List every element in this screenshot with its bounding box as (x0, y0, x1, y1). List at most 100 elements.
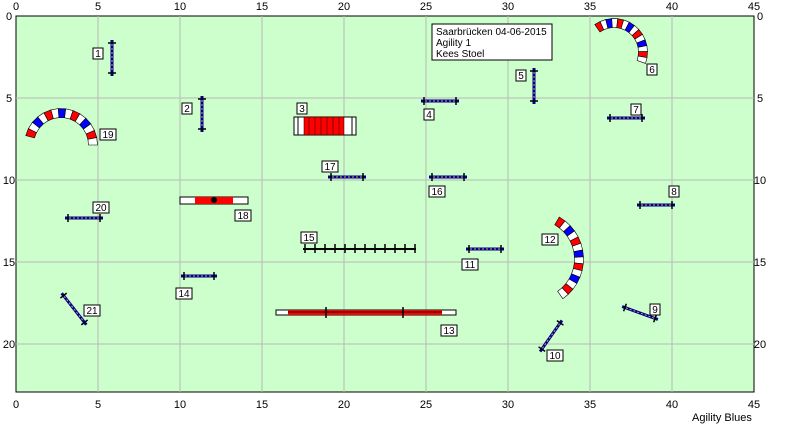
x-tick-label-bottom: 0 (13, 399, 19, 411)
obstacle-number-label: 11 (461, 258, 479, 271)
info-line-venue: Saarbrücken 04-06-2015 (436, 27, 547, 38)
jump-obstacle-10 (538, 319, 564, 353)
obstacle-number-label: 14 (175, 287, 193, 300)
jump-bar-stripe (541, 323, 561, 349)
obstacle-number-box (428, 185, 446, 198)
tunnel-obstacle-6 (594, 18, 648, 64)
jump-obstacle-7 (607, 114, 645, 122)
jump-wing (622, 303, 628, 312)
y-tick-label-right: 15 (754, 257, 766, 269)
obstacle-number-text: 8 (671, 187, 677, 198)
jump-obstacle-9 (621, 303, 659, 323)
obstacle-number-box (92, 47, 104, 60)
dogwalk-obstacle-13 (275, 307, 457, 318)
jump-wing (80, 319, 89, 326)
tunnel-segment (636, 55, 648, 64)
weave-obstacle-15 (303, 244, 416, 253)
jump-obstacle-16 (429, 173, 467, 181)
obstacle-number-label: 16 (428, 185, 446, 198)
jump-obstacle-17 (328, 173, 366, 181)
obstacle-number-box (321, 160, 339, 173)
obstacles-layer (25, 18, 675, 353)
obstacle-number-box (296, 102, 308, 115)
obstacle-number-label: 12 (541, 233, 559, 246)
jump-obstacle-2 (198, 96, 206, 132)
obstacle-number-text: 9 (652, 305, 658, 316)
obstacle-number-box (99, 128, 117, 141)
jump-bar-stripe (625, 307, 655, 319)
obstacle-number-label: 17 (321, 160, 339, 173)
obstacle-number-box (461, 258, 479, 271)
obstacle-number-text: 17 (324, 162, 336, 173)
obstacle-number-label: 21 (83, 304, 101, 317)
obstacle-number-label: 2 (181, 102, 193, 115)
obstacle-number-text: 3 (299, 104, 305, 115)
obstacle-number-text: 1 (95, 49, 101, 60)
obstacle-number-text: 13 (443, 326, 455, 337)
obstacle-number-text: 10 (549, 351, 561, 362)
obstacle-number-label: 5 (515, 69, 527, 82)
obstacle-number-text: 6 (649, 65, 655, 76)
obstacle-number-text: 2 (184, 104, 190, 115)
obstacle-number-text: 15 (303, 233, 315, 244)
y-tick-label-left: 20 (3, 339, 15, 351)
jump-obstacle-4 (421, 97, 459, 105)
obstacle-number-box (234, 209, 252, 222)
obstacle-number-box (630, 103, 642, 116)
obstacle-number-text: 5 (518, 71, 524, 82)
obstacle-number-box (423, 108, 435, 121)
field-background (15, 15, 755, 393)
y-tick-label-right: 20 (754, 339, 766, 351)
jump-obstacle-8 (637, 201, 675, 209)
y-tick-label-right: 0 (757, 11, 763, 23)
jump-wing (538, 346, 546, 353)
obstacle-number-label: 20 (92, 201, 110, 214)
jump-wing (556, 319, 564, 326)
obstacle-number-box (515, 69, 527, 82)
tunnel-segment (557, 287, 569, 300)
tunnel-segment (87, 137, 98, 146)
obstacle-number-label: 8 (668, 185, 680, 198)
obstacle-number-text: 7 (633, 105, 639, 116)
x-tick-label-bottom: 35 (584, 399, 596, 411)
x-tick-label-bottom: 25 (420, 399, 432, 411)
obstacle-number-box (175, 287, 193, 300)
jump-obstacle-20 (65, 214, 103, 222)
x-tick-label-top: 40 (666, 1, 678, 13)
obstacle-number-box (646, 63, 658, 76)
obstacle-number-text: 19 (102, 130, 114, 141)
jump-obstacle-14 (181, 272, 217, 280)
jump-wing (652, 314, 658, 323)
obstacle-number-box (92, 201, 110, 214)
y-tick-label-left: 10 (3, 175, 15, 187)
jump-bar (621, 305, 659, 321)
obstacle-number-box (83, 304, 101, 317)
obstacle-number-label: 3 (296, 102, 308, 115)
course-info-box: Saarbrücken 04-06-2015 Agility 1 Kees St… (431, 23, 553, 61)
x-tick-label-bottom: 20 (338, 399, 350, 411)
x-tick-label-bottom: 10 (174, 399, 186, 411)
x-tick-label-bottom: 40 (666, 399, 678, 411)
obstacle-number-box (668, 185, 680, 198)
y-tick-label-left: 5 (6, 93, 12, 105)
obstacle-number-text: 20 (95, 203, 107, 214)
y-tick-label-right: 10 (754, 175, 766, 187)
x-tick-label-top: 45 (748, 1, 760, 13)
obstacle-number-label: 7 (630, 103, 642, 116)
seesaw-pivot (211, 197, 217, 203)
obstacle-number-text: 18 (237, 211, 249, 222)
obstacle-number-box (541, 233, 559, 246)
x-tick-label-bottom: 5 (95, 399, 101, 411)
jump-obstacle-1 (108, 40, 116, 76)
tunnel-obstacle-19 (25, 108, 98, 146)
tunnel-obstacle-12 (554, 216, 584, 300)
y-tick-label-right: 5 (757, 93, 763, 105)
brand-label: Agility Blues (692, 412, 752, 424)
jump-bar-stripe (63, 296, 85, 322)
tire-obstacle-3 (293, 116, 357, 136)
tire-body (303, 116, 345, 136)
grid-lines (16, 16, 754, 392)
obstacle-number-label: 1 (92, 47, 104, 60)
x-tick-label-bottom: 45 (748, 399, 760, 411)
